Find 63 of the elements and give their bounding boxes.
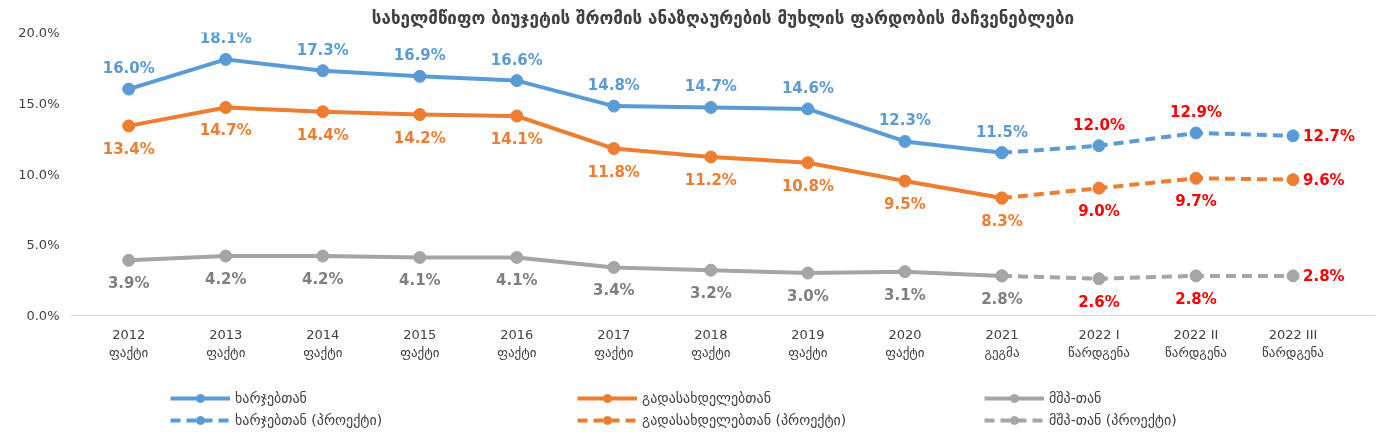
data-label: 3.4% bbox=[593, 281, 635, 300]
data-label: 8.3% bbox=[981, 212, 1023, 231]
data-label: 9.7% bbox=[1175, 192, 1217, 211]
x-tick-label: 2013 ფაქტი bbox=[206, 326, 246, 360]
data-label: 4.2% bbox=[204, 270, 247, 289]
data-label: 2.6% bbox=[1078, 292, 1120, 311]
legend-label: მშპ-თან (პროექტი) bbox=[1049, 412, 1178, 428]
data-label: 12.0% bbox=[1072, 115, 1125, 134]
legend-label: გადასახდელებთან (პროექტი) bbox=[642, 412, 848, 428]
legend-label: მშპ-თან bbox=[1049, 390, 1103, 406]
x-tick-label: 2017 ფაქტი bbox=[594, 326, 634, 360]
y-tick-label: 5.0% bbox=[26, 237, 60, 253]
data-label: 4.2% bbox=[301, 270, 344, 289]
data-label: 9.5% bbox=[884, 195, 926, 214]
x-tick-label: 2012 ფაქტი bbox=[109, 326, 149, 360]
data-label: 17.3% bbox=[296, 40, 349, 59]
data-label: 3.9% bbox=[107, 274, 150, 293]
x-tick-label: 2018 ფაქტი bbox=[691, 326, 731, 360]
data-label: 11.8% bbox=[587, 162, 640, 181]
data-label: 16.0% bbox=[102, 59, 155, 78]
data-label: 14.1% bbox=[490, 129, 543, 148]
data-label: 9.0% bbox=[1078, 202, 1120, 221]
data-label: 3.0% bbox=[787, 287, 829, 306]
data-label: 12.3% bbox=[878, 111, 931, 130]
x-tick-label: 2021 გეგმა bbox=[984, 326, 1020, 360]
data-label: 9.6% bbox=[1303, 170, 1345, 189]
data-label: 3.1% bbox=[884, 285, 926, 304]
data-label: 14.7% bbox=[684, 77, 737, 96]
data-label: 14.2% bbox=[393, 128, 446, 147]
x-tick-label: 2015 ფაქტი bbox=[400, 326, 440, 360]
data-label: 14.4% bbox=[296, 125, 349, 144]
x-tick-label: 2016 ფაქტი bbox=[497, 326, 537, 360]
chart-title: სახელმწიფო ბიუჯეტის შრომის ანაზღაურების მუხლის ფარდობის მაჩვენებლები bbox=[371, 7, 1075, 28]
data-label: 12.9% bbox=[1169, 102, 1223, 121]
data-label: 11.5% bbox=[975, 122, 1028, 141]
data-label: 2.8% bbox=[1175, 289, 1217, 308]
data-label: 2.8% bbox=[1303, 266, 1345, 285]
x-tick-label: 2014 ფაქტი bbox=[303, 326, 343, 360]
x-tick-label: 2019 ფაქტი bbox=[788, 326, 828, 360]
data-label: 13.4% bbox=[102, 139, 155, 158]
data-label: 2.8% bbox=[981, 289, 1023, 308]
x-tick-label: 2022 I წარდგენა bbox=[1068, 326, 1130, 360]
data-label: 11.2% bbox=[684, 171, 737, 190]
data-label: 12.7% bbox=[1303, 126, 1356, 145]
data-label: 14.7% bbox=[199, 121, 252, 140]
data-label: 3.2% bbox=[690, 284, 732, 303]
data-label: 10.8% bbox=[781, 176, 834, 195]
y-tick-label: 0.0% bbox=[26, 308, 60, 323]
legend-label: ხარჯებთან (პროექტი) bbox=[235, 412, 384, 428]
legend-label: გადასახდელებთან bbox=[642, 390, 772, 406]
y-tick-label: 20.0% bbox=[18, 25, 60, 40]
x-tick-label: 2022 II წარდგენა bbox=[1165, 326, 1227, 360]
data-label: 4.1% bbox=[496, 271, 538, 290]
y-tick-label: 15.0% bbox=[18, 95, 60, 111]
x-tick-label: 2020 ფაქტი bbox=[885, 326, 925, 360]
x-tick-label: 2022 III წარდგენა bbox=[1262, 326, 1324, 360]
data-label: 16.9% bbox=[393, 46, 446, 65]
data-label: 16.6% bbox=[490, 50, 543, 69]
legend-label: ხარჯებთან bbox=[235, 390, 308, 406]
y-tick-label: 10.0% bbox=[18, 166, 60, 182]
data-label: 4.1% bbox=[398, 271, 441, 290]
data-label: 14.8% bbox=[587, 76, 640, 95]
data-label: 14.6% bbox=[781, 78, 834, 97]
